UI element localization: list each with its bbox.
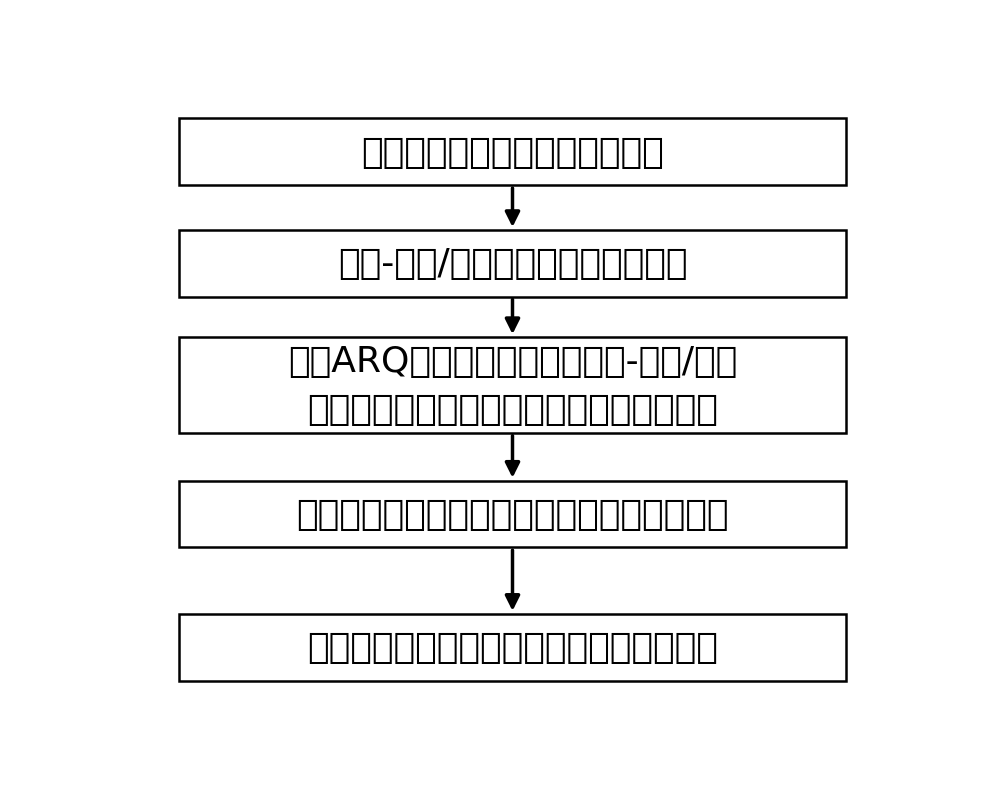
Text: 根据ARQ传输次数上限计算用户-飞机/卫星
的平均发送次数，并得到数据传输的总时延: 根据ARQ传输次数上限计算用户-飞机/卫星 的平均发送次数，并得到数据传输的总时… <box>288 344 737 426</box>
Bar <box>179 119 846 186</box>
Text: 规划以总传输时延最少为目标的用户接入方案: 规划以总传输时延最少为目标的用户接入方案 <box>296 497 729 532</box>
Bar <box>179 337 846 434</box>
Text: 用户-飞机/卫星通信链路的中断概率: 用户-飞机/卫星通信链路的中断概率 <box>338 247 687 281</box>
Bar <box>179 481 846 548</box>
Bar <box>179 613 846 681</box>
Text: 根据启发式用户接入算法得到用户接入结果: 根据启发式用户接入算法得到用户接入结果 <box>307 630 718 664</box>
Bar <box>179 230 846 297</box>
Text: 计算飞机和卫星端的接收信噪比: 计算飞机和卫星端的接收信噪比 <box>361 136 664 169</box>
